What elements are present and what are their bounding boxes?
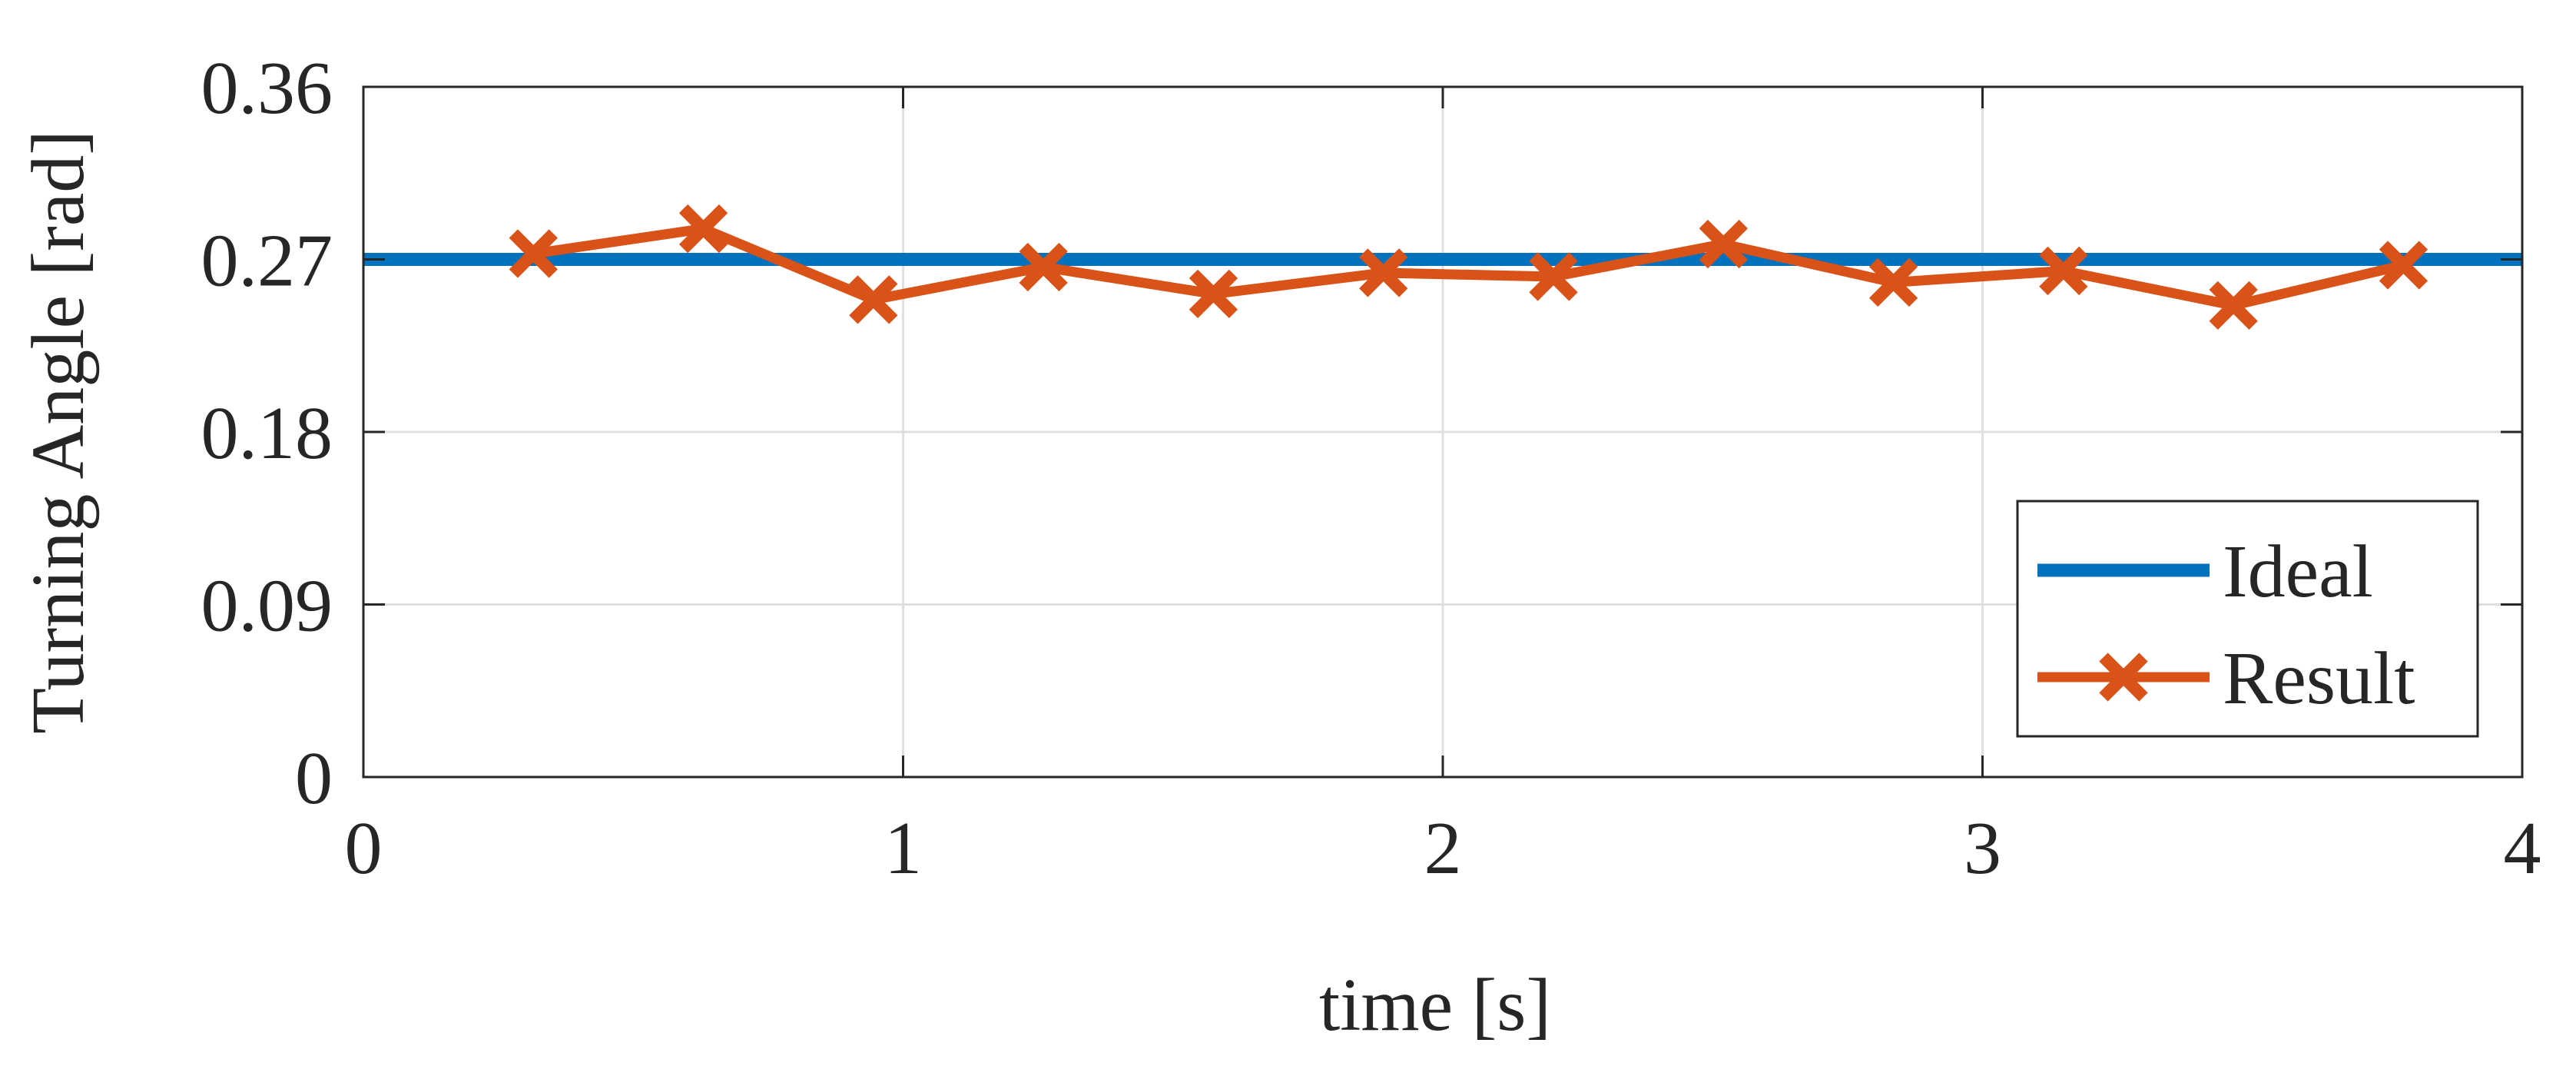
marker xyxy=(1189,269,1238,319)
x-tick-label: 3 xyxy=(1964,807,2001,890)
y-tick-label: 0.09 xyxy=(201,565,333,648)
y-tick-label: 0.36 xyxy=(201,47,333,130)
x-tick-label: 4 xyxy=(2504,807,2541,890)
y-tick-label: 0.18 xyxy=(201,392,333,475)
marker xyxy=(2099,653,2148,702)
marker xyxy=(2209,281,2258,330)
y-tick-label: 0.27 xyxy=(201,220,333,303)
x-tick-label: 1 xyxy=(884,807,922,890)
marker xyxy=(509,229,558,278)
legend-box xyxy=(2016,500,2479,738)
x-axis-label: time [s] xyxy=(1319,964,1551,1047)
x-tick-label: 2 xyxy=(1424,807,1462,890)
marker xyxy=(1019,242,1068,292)
series-line xyxy=(532,224,2405,311)
x-tick-label: 0 xyxy=(345,807,383,890)
marker xyxy=(1868,257,1918,307)
marker xyxy=(849,275,898,324)
legend: Ideal Result xyxy=(2016,500,2479,738)
marker xyxy=(678,204,728,254)
marker xyxy=(2039,246,2088,296)
legend-label: Ideal xyxy=(2223,530,2373,613)
legend-label: Result xyxy=(2223,637,2415,720)
plot xyxy=(363,204,2522,330)
marker xyxy=(1529,252,1578,301)
y-axis-label: Turning Angle [rad] xyxy=(17,130,100,734)
marker xyxy=(1699,219,1748,269)
y-tick-label: 0 xyxy=(295,737,333,820)
ticks: 0 1 2 3 4 0 0.09 0.18 0.27 0.36 xyxy=(201,47,2541,890)
marker xyxy=(2379,241,2428,290)
marker xyxy=(1359,248,1408,297)
